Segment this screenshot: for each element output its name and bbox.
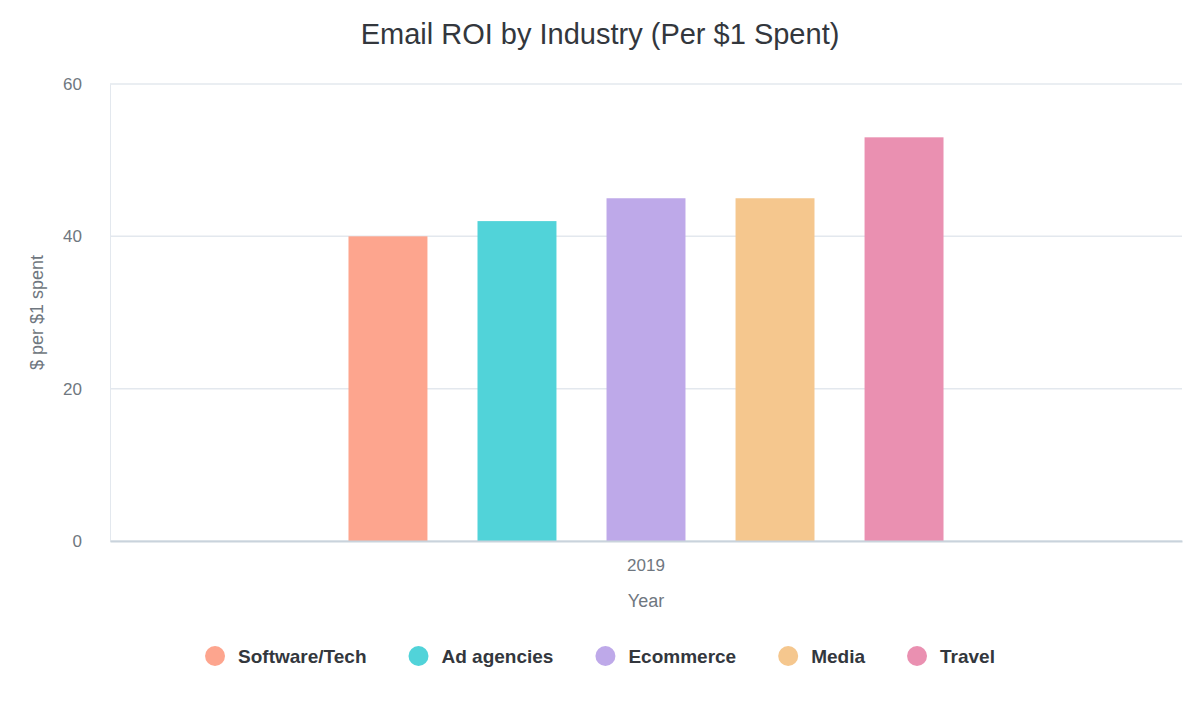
chart-title: Email ROI by Industry (Per $1 Spent): [361, 18, 840, 50]
y-axis: 0 20 40 60: [63, 75, 110, 551]
y-tick-label: 0: [73, 532, 82, 551]
legend-swatch: [778, 646, 798, 666]
y-tick-label: 40: [63, 227, 82, 246]
y-axis-title: $ per $1 spent: [27, 255, 47, 370]
grid: [110, 84, 1182, 541]
legend-label: Ecommerce: [628, 646, 736, 667]
bar: [865, 137, 944, 541]
bar: [478, 221, 557, 541]
bar: [736, 198, 815, 541]
legend-item: Travel: [907, 646, 995, 667]
x-tick: 2019: [627, 541, 665, 575]
y-axis-line: [110, 85, 111, 542]
legend: Software/Tech Ad agencies Ecommerce Media Tr…: [205, 646, 995, 667]
grid-line: [110, 83, 1182, 85]
y-tick: 0: [73, 532, 110, 551]
legend-item: Media: [778, 646, 865, 667]
y-tick: 60: [63, 75, 110, 94]
x-axis-title: Year: [628, 591, 664, 611]
x-axis: 2019: [111, 541, 1183, 575]
legend-item: Ad agencies: [409, 646, 554, 667]
legend-item: Software/Tech: [205, 646, 366, 667]
legend-swatch: [409, 646, 429, 666]
legend-label: Travel: [940, 646, 995, 667]
x-tick-label: 2019: [627, 556, 665, 575]
bar: [348, 236, 427, 541]
y-tick: 20: [63, 380, 110, 399]
y-tick: 40: [63, 227, 110, 246]
chart: Email ROI by Industry (Per $1 Spent) 0 20 4…: [0, 0, 1200, 706]
y-tick-label: 60: [63, 75, 82, 94]
x-axis-line: [111, 541, 1183, 543]
y-tick-label: 20: [63, 380, 82, 399]
legend-swatch: [205, 646, 225, 666]
legend-item: Ecommerce: [595, 646, 736, 667]
bar: [607, 198, 686, 541]
legend-label: Ad agencies: [442, 646, 554, 667]
legend-swatch: [595, 646, 615, 666]
legend-swatch: [907, 646, 927, 666]
legend-label: Media: [811, 646, 865, 667]
legend-label: Software/Tech: [238, 646, 366, 667]
bars: [348, 137, 943, 541]
plot: 0 20 40 60 2019: [63, 75, 1182, 575]
